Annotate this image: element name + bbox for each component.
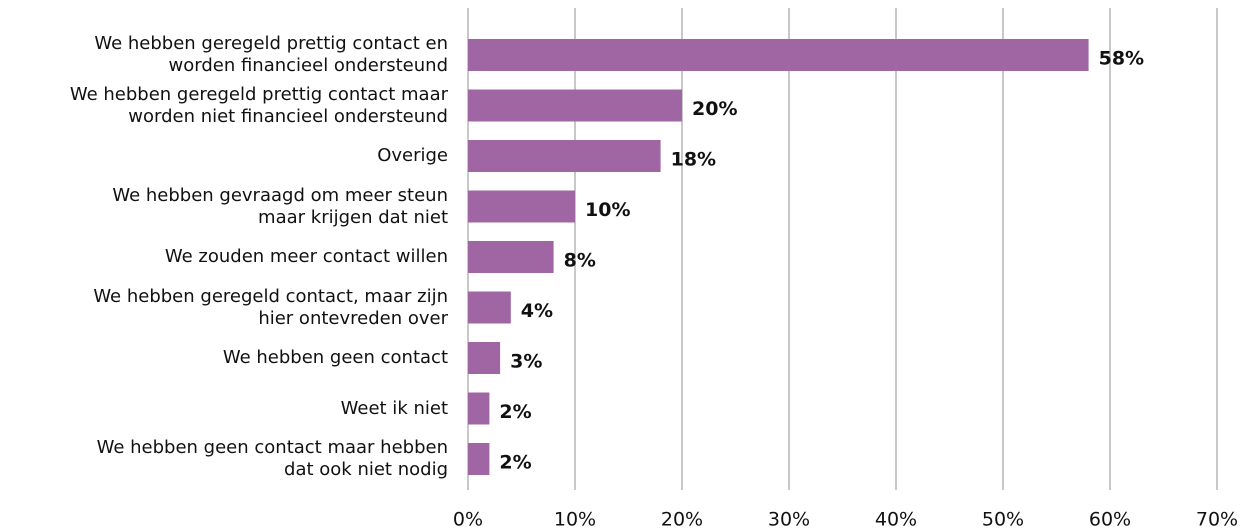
- value-label: 2%: [499, 401, 531, 423]
- x-tick-label: 10%: [554, 509, 596, 531]
- category-label: We hebben geregeld prettig contact en wo…: [94, 33, 448, 76]
- x-tick-label: 0%: [453, 509, 483, 531]
- bar: [468, 342, 501, 374]
- value-label: 4%: [521, 300, 553, 322]
- value-label: 8%: [564, 250, 596, 272]
- category-label: We hebben geregeld contact, maar zijn hi…: [93, 285, 448, 329]
- category-label: Weet ik niet: [340, 397, 448, 419]
- value-label: 10%: [585, 199, 630, 221]
- x-tick-label: 40%: [875, 509, 917, 531]
- category-label: We hebben geregeld prettig contact maar …: [69, 83, 448, 127]
- category-label: We hebben geen contact: [222, 347, 448, 368]
- bar: [468, 140, 661, 172]
- value-label: 2%: [499, 452, 531, 474]
- bar: [468, 39, 1089, 71]
- value-label: 58%: [1099, 48, 1144, 70]
- category-label: We zouden meer contact willen: [164, 246, 448, 267]
- x-tick-label: 50%: [982, 509, 1024, 531]
- category-label: We hebben gevraagd om meer steun maar kr…: [112, 184, 448, 228]
- x-tick-label: 30%: [768, 509, 810, 531]
- bar: [468, 190, 575, 223]
- value-label: 20%: [692, 98, 737, 120]
- bar: [468, 241, 554, 273]
- bar: [468, 291, 511, 324]
- bar: [468, 392, 490, 425]
- x-tick-label: 60%: [1089, 509, 1131, 531]
- category-label: Overige: [377, 145, 448, 166]
- value-label: 18%: [671, 149, 716, 171]
- bar: [468, 89, 682, 122]
- category-label: We hebben geen contact maar hebben dat o…: [96, 437, 448, 480]
- x-tick-label: 20%: [661, 509, 703, 531]
- x-tick-label: 70%: [1196, 509, 1238, 531]
- value-label: 3%: [510, 351, 542, 373]
- bar: [468, 443, 490, 475]
